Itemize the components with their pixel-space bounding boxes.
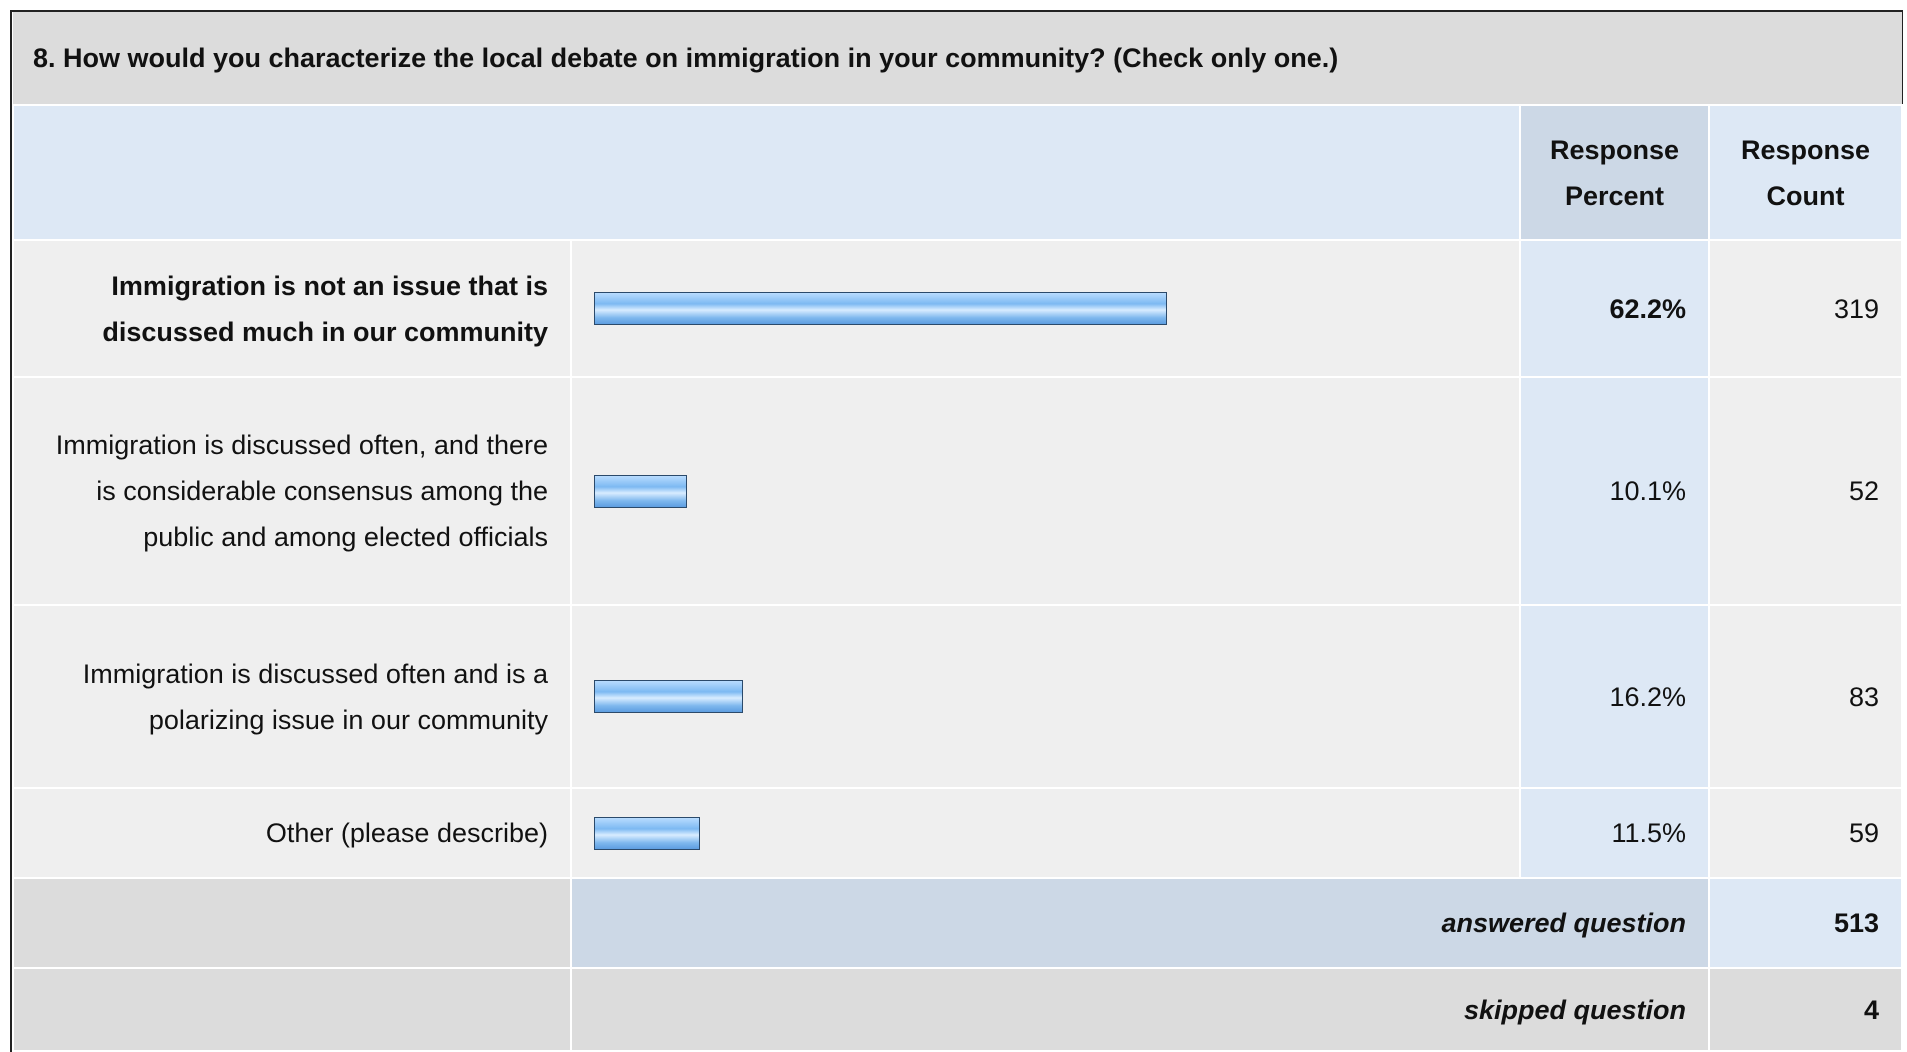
response-percent: 62.2% xyxy=(1519,239,1710,378)
percent-bar xyxy=(594,474,688,508)
bar-cell xyxy=(570,787,1521,879)
footer-label: answered question xyxy=(570,877,1710,969)
footer-value: 4 xyxy=(1707,967,1904,1052)
response-label: Immigration is discussed often and is a … xyxy=(12,604,572,789)
survey-panel: 8. How would you characterize the local … xyxy=(10,10,1904,1052)
response-row: Immigration is discussed often, and ther… xyxy=(12,376,1904,606)
footer-blank xyxy=(12,877,572,969)
response-label: Immigration is not an issue that is disc… xyxy=(12,239,572,378)
response-count: 83 xyxy=(1707,604,1904,789)
percent-bar xyxy=(594,680,744,713)
survey-table: 8. How would you characterize the local … xyxy=(12,12,1904,1052)
header-blank xyxy=(12,104,1521,241)
response-row: Immigration is discussed often and is a … xyxy=(12,604,1904,789)
footer-row: skipped question 4 xyxy=(12,967,1904,1052)
bar-cell xyxy=(570,376,1521,606)
response-label: Immigration is discussed often, and ther… xyxy=(12,376,572,606)
response-label: Other (please describe) xyxy=(12,787,572,879)
response-percent: 10.1% xyxy=(1519,376,1710,606)
bar-cell xyxy=(570,239,1521,378)
footer-row: answered question 513 xyxy=(12,877,1904,969)
response-percent: 16.2% xyxy=(1519,604,1710,789)
response-percent: 11.5% xyxy=(1519,787,1710,879)
response-row: Other (please describe) 11.5% 59 xyxy=(12,787,1904,879)
header-count: Response Count xyxy=(1707,104,1904,241)
response-count: 52 xyxy=(1707,376,1904,606)
percent-bar xyxy=(594,816,700,850)
response-count: 319 xyxy=(1707,239,1904,378)
response-row: Immigration is not an issue that is disc… xyxy=(12,239,1904,378)
bar-cell xyxy=(570,604,1521,789)
footer-value: 513 xyxy=(1707,877,1904,969)
question-title: 8. How would you characterize the local … xyxy=(13,12,1903,105)
footer-label: skipped question xyxy=(570,967,1710,1052)
header-percent: Response Percent xyxy=(1519,104,1710,241)
percent-bar xyxy=(594,292,1167,325)
title-row: 8. How would you characterize the local … xyxy=(13,12,1903,105)
response-count: 59 xyxy=(1707,787,1904,879)
table-body: 8. How would you characterize the local … xyxy=(12,12,1904,1052)
footer-blank xyxy=(12,967,572,1052)
header-row: Response Percent Response Count xyxy=(12,104,1904,241)
